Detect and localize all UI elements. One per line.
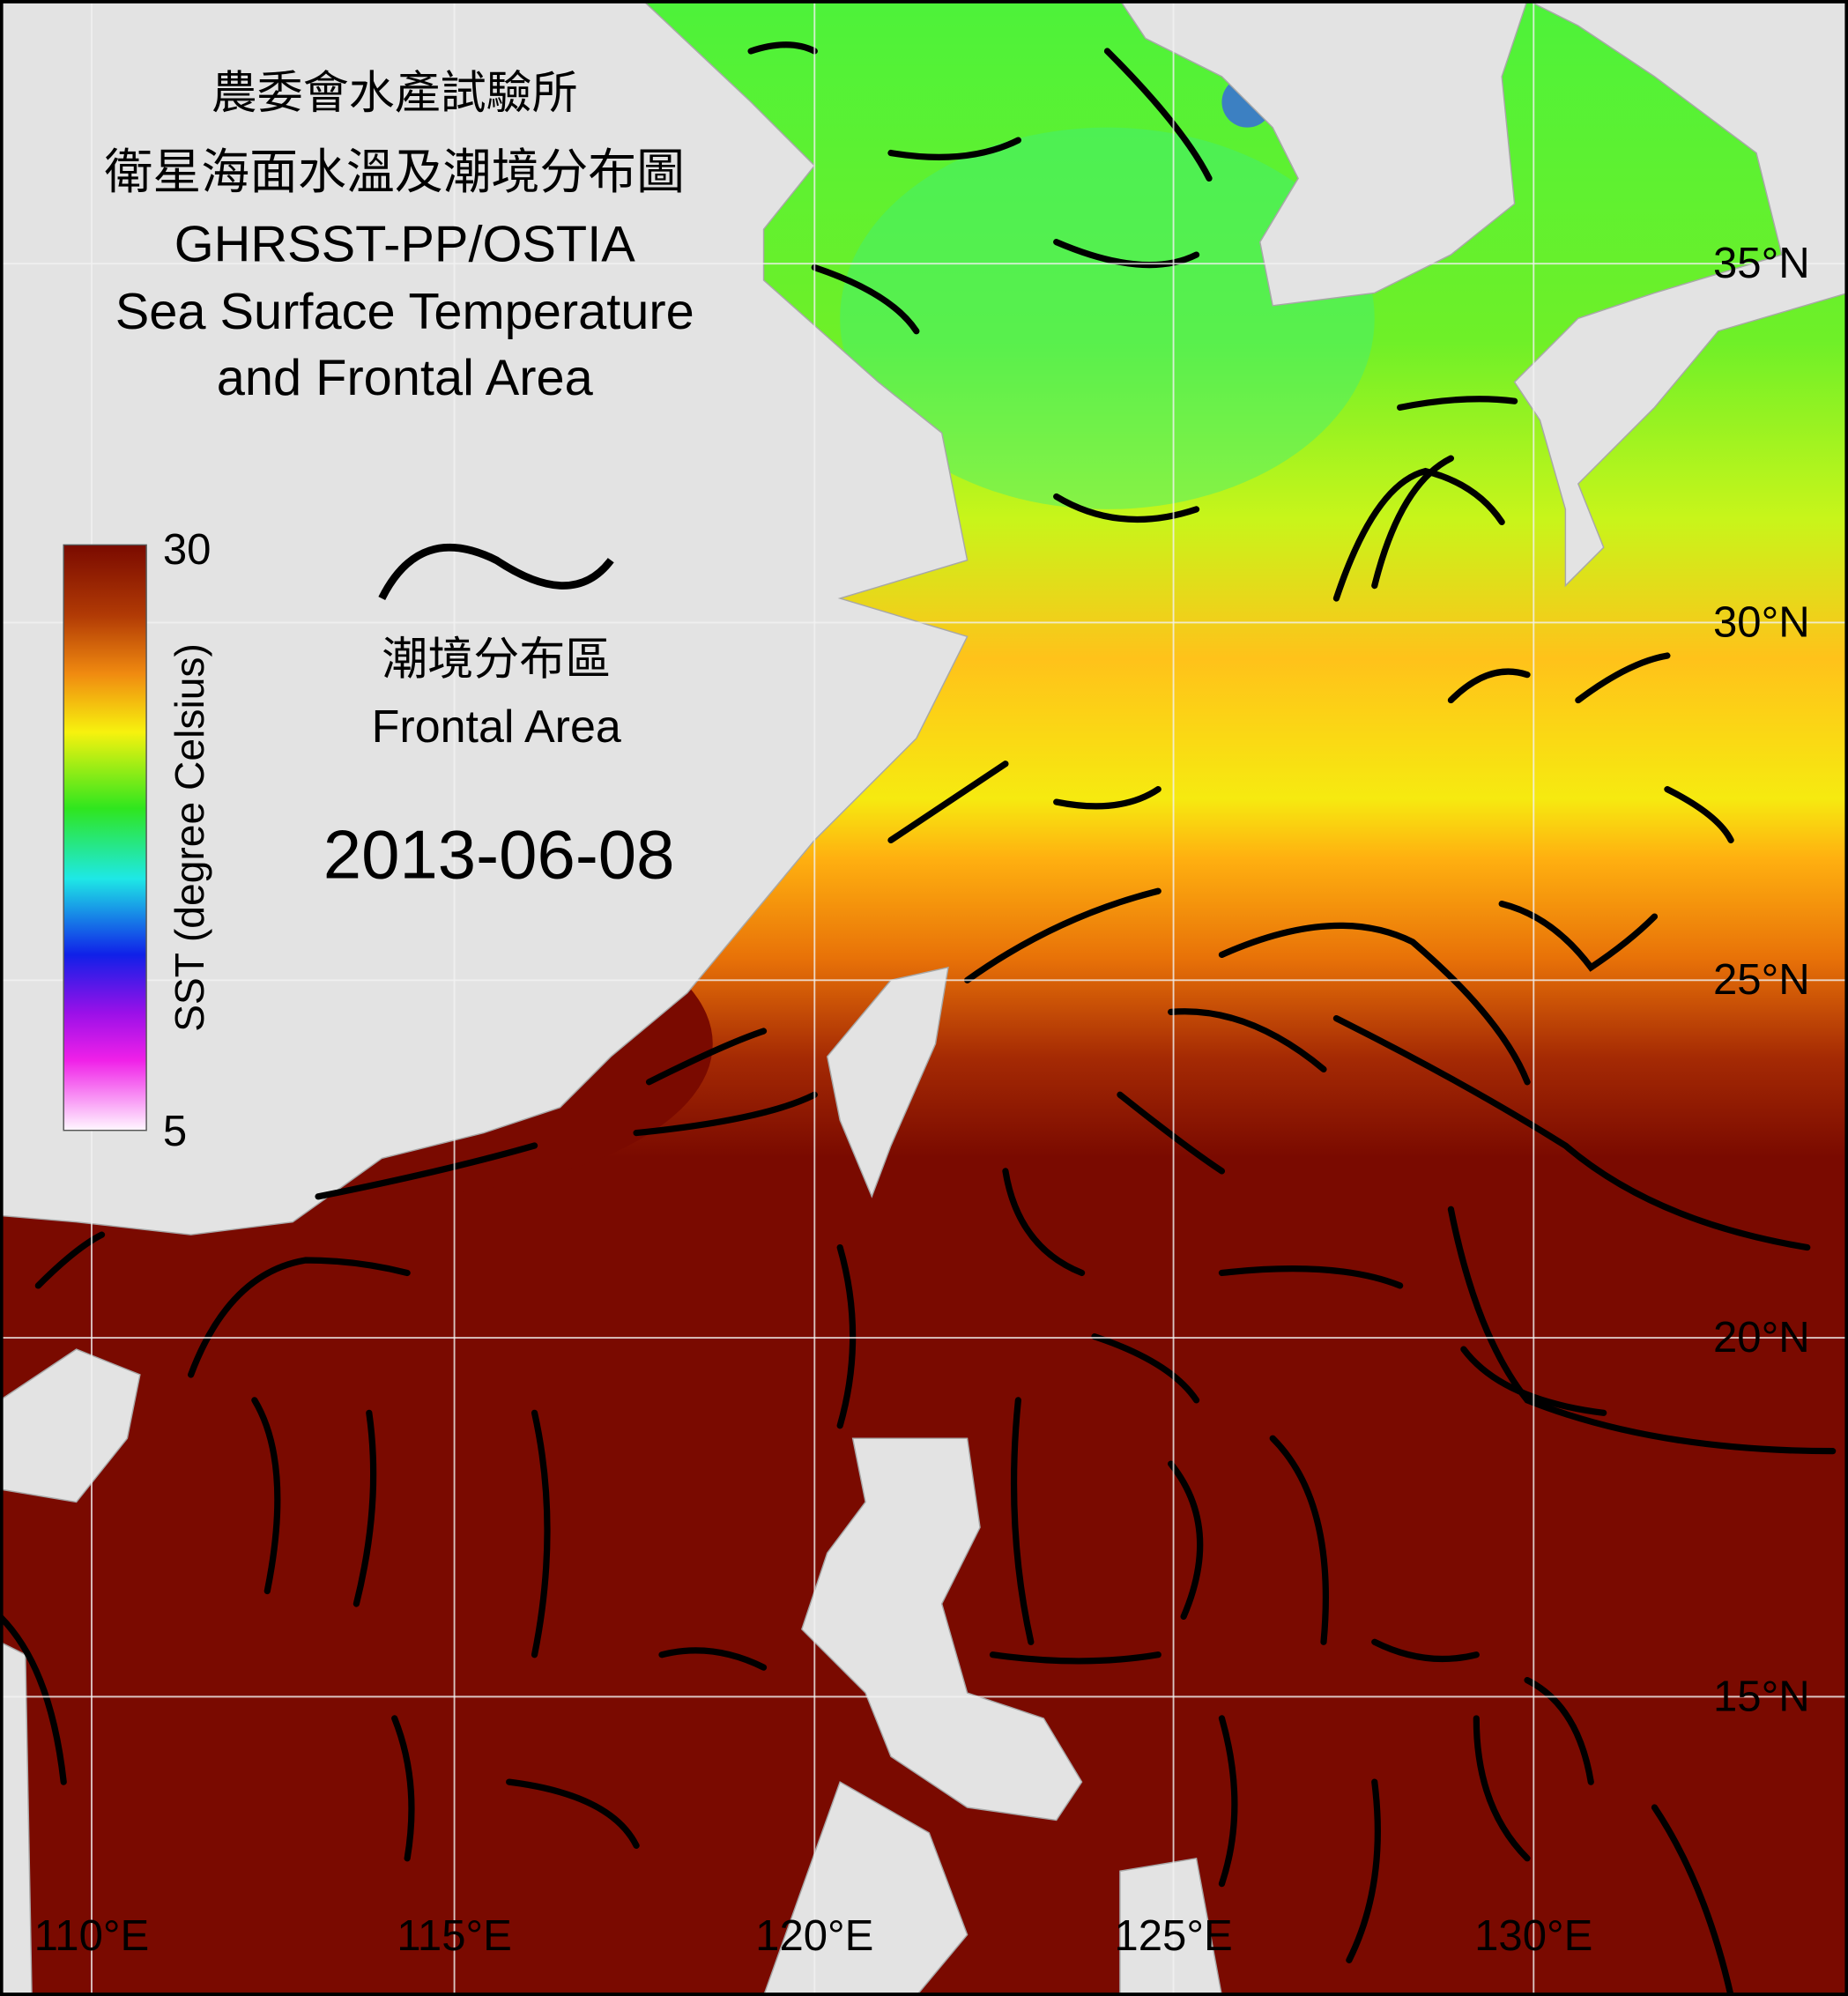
lon-label: 120°E xyxy=(755,1912,873,1960)
lon-label: 115°E xyxy=(397,1912,512,1960)
legend-label: Frontal Area xyxy=(372,701,621,753)
colorbar-max: 30 xyxy=(163,526,212,574)
lat-label: 20°N xyxy=(1713,1314,1810,1362)
colorbar xyxy=(63,544,147,1132)
colorbar-label: SST (degree Celsius) xyxy=(167,643,212,1032)
map-date: 2013-06-08 xyxy=(323,816,675,894)
legend-label: 潮境分布區 xyxy=(382,634,611,686)
frontal-lines xyxy=(0,41,1837,1996)
legend-symbol xyxy=(378,543,614,600)
lon-label: 130°E xyxy=(1474,1912,1592,1960)
title-line: 農委會水產試驗所 xyxy=(212,68,578,119)
title-line: GHRSST-PP/OSTIA xyxy=(174,216,636,272)
title-line: and Frontal Area xyxy=(217,350,594,406)
labels: 農委會水產試驗所 衛星海面水溫及潮境分布圖 GHRSST-PP/OSTIA Se… xyxy=(34,68,1810,1960)
lon-label: 110°E xyxy=(34,1912,150,1960)
title-line: Sea Surface Temperature xyxy=(115,284,694,340)
lon-label: 125°E xyxy=(1114,1912,1232,1960)
lat-label: 25°N xyxy=(1713,956,1810,1004)
colorbar-min: 5 xyxy=(163,1108,187,1155)
cool-water xyxy=(840,127,1375,509)
lat-label: 30°N xyxy=(1713,598,1810,646)
lat-label: 15°N xyxy=(1713,1673,1810,1720)
title-line: 衛星海面水溫及潮境分布圖 xyxy=(104,145,685,199)
lat-label: 35°N xyxy=(1713,240,1810,287)
